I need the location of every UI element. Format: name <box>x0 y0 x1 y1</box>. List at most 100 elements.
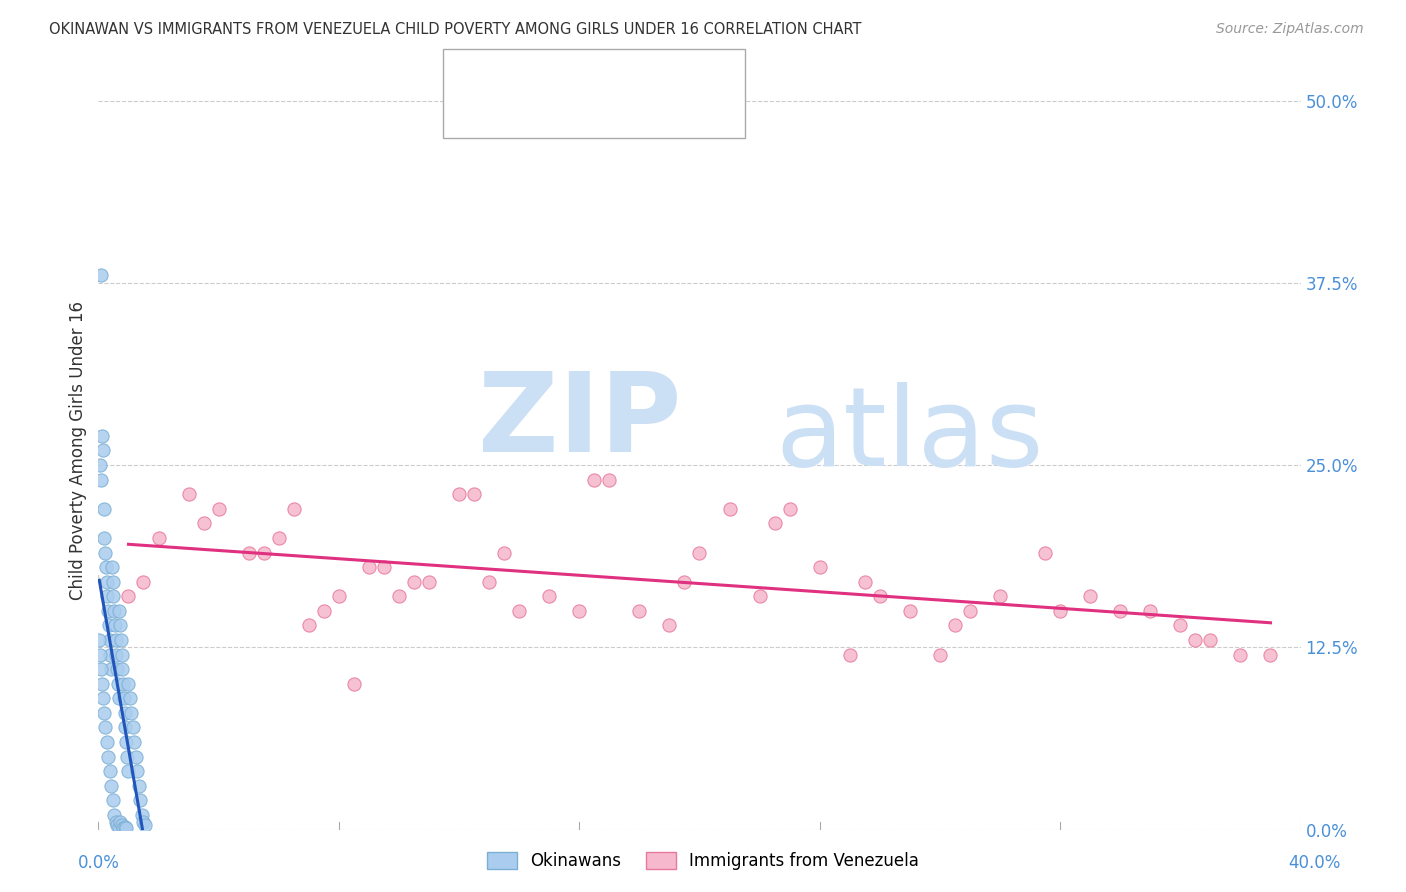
Point <box>100 648 122 662</box>
Point <box>117 764 139 779</box>
Point <box>112 691 135 706</box>
Point <box>869 589 891 603</box>
Point <box>763 516 786 531</box>
Point <box>208 501 231 516</box>
Point <box>447 487 470 501</box>
Point <box>97 618 120 632</box>
Point <box>114 706 136 720</box>
Text: 71: 71 <box>666 64 688 79</box>
Text: OKINAWAN VS IMMIGRANTS FROM VENEZUELA CHILD POVERTY AMONG GIRLS UNDER 16 CORRELA: OKINAWAN VS IMMIGRANTS FROM VENEZUELA CH… <box>49 22 862 37</box>
FancyBboxPatch shape <box>456 58 495 87</box>
Point <box>253 545 276 559</box>
Point <box>128 779 150 793</box>
Point <box>107 820 129 834</box>
Point <box>718 501 741 516</box>
Point <box>104 618 127 632</box>
Point <box>748 589 770 603</box>
Legend: Okinawans, Immigrants from Venezuela: Okinawans, Immigrants from Venezuela <box>479 845 927 877</box>
Point <box>97 604 120 618</box>
Point <box>267 531 290 545</box>
Point <box>1049 604 1071 618</box>
Point <box>1109 604 1132 618</box>
Point <box>110 815 132 830</box>
Text: ZIP: ZIP <box>478 368 681 475</box>
Point <box>929 648 952 662</box>
Point <box>112 821 135 835</box>
Point <box>96 735 118 749</box>
Point <box>91 691 114 706</box>
Point <box>283 501 305 516</box>
Point <box>90 473 112 487</box>
Point <box>105 648 128 662</box>
Point <box>478 574 501 589</box>
Point <box>1033 545 1056 559</box>
Point <box>148 531 170 545</box>
Point <box>193 516 215 531</box>
Point <box>373 560 395 574</box>
Point <box>127 764 149 779</box>
Point <box>688 545 710 559</box>
Point <box>114 721 136 735</box>
Y-axis label: Child Poverty Among Girls Under 16: Child Poverty Among Girls Under 16 <box>69 301 87 600</box>
Point <box>110 818 132 832</box>
Point <box>328 589 350 603</box>
Point <box>658 618 681 632</box>
Point <box>100 662 122 676</box>
Point <box>1078 589 1101 603</box>
Point <box>108 604 131 618</box>
Text: N =: N = <box>630 64 664 79</box>
Point <box>463 487 485 501</box>
Point <box>98 764 121 779</box>
Point <box>115 821 138 835</box>
Point <box>93 531 115 545</box>
Point <box>1170 618 1192 632</box>
Point <box>101 560 124 574</box>
Point <box>89 633 111 648</box>
Point <box>101 793 124 807</box>
Text: 55: 55 <box>666 106 688 121</box>
Point <box>114 820 136 834</box>
Point <box>104 633 127 648</box>
Point <box>943 618 966 632</box>
Point <box>131 808 153 822</box>
Point <box>988 589 1011 603</box>
FancyBboxPatch shape <box>443 49 745 138</box>
Point <box>105 818 128 832</box>
Text: 40.0%: 40.0% <box>1288 854 1341 871</box>
Point <box>1139 604 1161 618</box>
Point <box>583 473 606 487</box>
Point <box>388 589 411 603</box>
Point <box>91 443 114 458</box>
Text: Source: ZipAtlas.com: Source: ZipAtlas.com <box>1216 22 1364 37</box>
Point <box>628 604 651 618</box>
Point <box>103 589 125 603</box>
Point <box>121 706 143 720</box>
Point <box>122 721 145 735</box>
Point <box>98 633 121 648</box>
Text: 0.0%: 0.0% <box>77 854 120 871</box>
Point <box>103 604 125 618</box>
Point <box>105 662 128 676</box>
Point <box>93 501 115 516</box>
Point <box>112 677 135 691</box>
Text: atlas: atlas <box>776 383 1045 490</box>
FancyBboxPatch shape <box>456 100 495 129</box>
Point <box>298 618 321 632</box>
Text: R =: R = <box>506 106 540 121</box>
Point <box>117 677 139 691</box>
Point <box>101 574 124 589</box>
Point <box>108 618 131 632</box>
Text: R =: R = <box>506 64 540 79</box>
Point <box>1260 648 1282 662</box>
Point <box>94 721 117 735</box>
Point <box>115 749 138 764</box>
Point <box>96 574 118 589</box>
Point <box>673 574 696 589</box>
Point <box>100 779 122 793</box>
Point <box>117 589 139 603</box>
Point <box>129 793 152 807</box>
Point <box>898 604 921 618</box>
Point <box>838 648 860 662</box>
Point <box>91 429 114 443</box>
Point <box>853 574 876 589</box>
